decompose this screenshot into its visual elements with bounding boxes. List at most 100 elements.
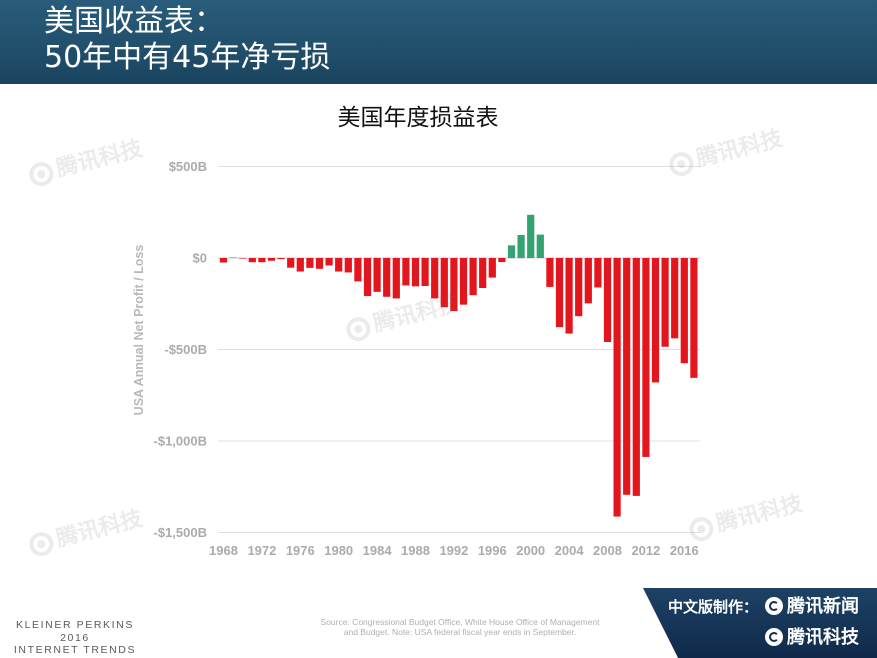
bar-1977 xyxy=(306,258,314,268)
credit-brand-tech: 腾讯科技 xyxy=(765,627,859,649)
bar-1992 xyxy=(450,258,458,312)
x-tick-label: 1988 xyxy=(401,543,430,558)
y-axis-ticks: $500B $0 -$500B -$1,000B -$1,500B xyxy=(154,159,207,540)
bar-1978 xyxy=(315,258,324,269)
bar-1996 xyxy=(488,258,496,278)
x-tick-label: 1976 xyxy=(286,543,315,558)
slide-title-line-2: 50年中有45年净亏损 xyxy=(44,40,331,75)
bar-2014 xyxy=(661,258,669,347)
bar-1990 xyxy=(431,258,439,299)
bar-1979 xyxy=(325,258,333,266)
bar-1973 xyxy=(267,258,276,261)
chart-title: 美国年度损益表 xyxy=(337,105,499,131)
x-tick-label: 1992 xyxy=(439,543,468,558)
kpcb-line-3: INTERNET TRENDS xyxy=(13,644,137,656)
credit-panel: 中文版制作： 腾讯新闻 腾讯科技 xyxy=(643,588,877,658)
tencent-logo-icon xyxy=(686,514,716,544)
x-axis-ticks: 1968 1972 1976 1980 1984 1988 1992 1996 2000 2004… xyxy=(209,543,699,558)
y-tick-label: $500B xyxy=(169,159,207,174)
y-tick-label: -$1,000B xyxy=(154,434,207,449)
bar-2004 xyxy=(565,258,573,334)
x-tick-label: 2016 xyxy=(670,543,699,558)
kpcb-line-2: 2016 xyxy=(60,631,90,644)
bar-1997 xyxy=(498,258,506,263)
x-tick-label: 1996 xyxy=(478,543,507,558)
bar-2008 xyxy=(603,258,612,342)
bar-1999 xyxy=(517,234,525,258)
bar-1975 xyxy=(287,258,295,268)
watermark-text: 腾讯科技 xyxy=(713,491,806,537)
bar-2001 xyxy=(536,234,544,258)
bar-1970 xyxy=(239,258,247,259)
bar-2015 xyxy=(671,258,679,339)
bar-1971 xyxy=(248,258,256,263)
bar-2013 xyxy=(651,258,660,383)
bar-1991 xyxy=(440,258,448,308)
watermark: 腾讯科技 xyxy=(26,136,146,189)
x-tick-label: 2004 xyxy=(555,543,585,558)
bar-2009 xyxy=(613,258,621,517)
bar-2016 xyxy=(680,258,688,364)
bar-1985 xyxy=(383,258,391,297)
bar-2007 xyxy=(594,258,602,288)
bar-1982 xyxy=(354,258,362,282)
watermark: 腾讯科技 xyxy=(666,126,786,179)
bar-1976 xyxy=(296,258,304,272)
x-tick-label: 2012 xyxy=(631,543,660,558)
source-note: Source: Congressional Budget Office, Whi… xyxy=(290,617,630,637)
bar-1994 xyxy=(469,258,477,296)
brand-name: 腾讯科技 xyxy=(787,627,859,648)
bar-2006 xyxy=(584,258,592,304)
bar-1968 xyxy=(219,258,228,263)
bar-1987 xyxy=(402,258,410,286)
bar-1980 xyxy=(335,258,343,272)
watermark-text: 腾讯科技 xyxy=(693,126,786,172)
bar-1986 xyxy=(392,258,400,299)
tencent-logo-icon xyxy=(26,529,56,559)
bar-1989 xyxy=(421,258,429,286)
bar-1995 xyxy=(479,258,487,289)
slide-title-line-1: 美国收益表： xyxy=(44,4,224,39)
bar-2010 xyxy=(623,258,631,495)
bars xyxy=(219,214,698,517)
bar-2012 xyxy=(642,258,650,457)
source-line-1: Source: Congressional Budget Office, Whi… xyxy=(320,617,600,627)
x-tick-label: 1972 xyxy=(247,543,276,558)
bar-1993 xyxy=(459,258,468,305)
bar-2005 xyxy=(575,258,583,317)
title-bar: 美国收益表： 50年中有45年净亏损 xyxy=(0,0,877,84)
bar-1974 xyxy=(277,258,285,260)
tencent-logo-icon xyxy=(666,149,696,179)
tencent-logo-icon xyxy=(343,314,373,344)
credit-label: 中文版制作： xyxy=(668,598,759,616)
tencent-logo-icon xyxy=(765,597,783,615)
y-tick-label: -$500B xyxy=(164,342,207,357)
bar-1983 xyxy=(363,258,372,297)
bar-2017 xyxy=(690,258,698,378)
bar-1969 xyxy=(229,257,237,259)
bar-1972 xyxy=(258,258,266,263)
brand-name: 腾讯新闻 xyxy=(787,596,859,617)
x-tick-label: 1980 xyxy=(324,543,353,558)
bar-1984 xyxy=(373,258,381,292)
bar-2003 xyxy=(555,258,564,328)
x-tick-label: 1968 xyxy=(209,543,238,558)
tencent-logo-icon xyxy=(765,628,783,646)
x-tick-label: 2000 xyxy=(516,543,545,558)
bar-1988 xyxy=(411,258,420,287)
bar-chart: $500B$0-$500B-$1,000B-$1,500B 1968 1972 19… xyxy=(132,159,700,558)
y-axis-title: USA Annual Net Profit / Loss xyxy=(132,245,146,416)
source-line-2: and Budget. Note: USA federal fiscal yea… xyxy=(343,627,577,637)
x-tick-label: 1984 xyxy=(363,543,393,558)
bar-2011 xyxy=(632,258,640,496)
kpcb-branding: KLEINER PERKINS 2016 INTERNET TRENDS xyxy=(6,619,144,657)
watermark: 腾讯科技 xyxy=(26,506,146,559)
credit-brand-news: 腾讯新闻 xyxy=(765,596,859,618)
bar-1981 xyxy=(344,258,352,273)
x-tick-label: 2008 xyxy=(593,543,622,558)
bar-2000 xyxy=(527,214,535,258)
kpcb-line-1: KLEINER PERKINS xyxy=(16,619,134,631)
bar-2002 xyxy=(546,258,554,287)
bar-1998 xyxy=(507,245,516,258)
tencent-logo-icon xyxy=(26,159,56,189)
